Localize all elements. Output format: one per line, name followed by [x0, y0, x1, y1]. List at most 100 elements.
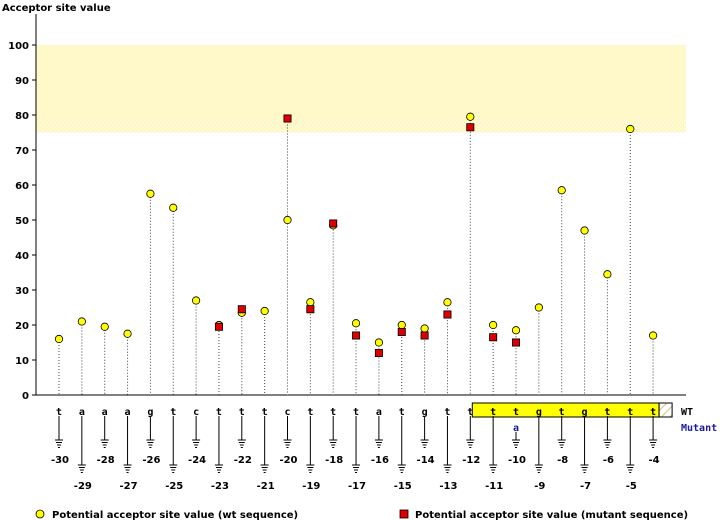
- legend-wt-marker: [35, 509, 45, 519]
- y-tick-label: 10: [15, 356, 29, 367]
- y-tick-label: 80: [15, 111, 29, 122]
- position-label: -28: [97, 455, 115, 466]
- wt-base: t: [239, 407, 245, 418]
- wt-base: g: [422, 407, 428, 418]
- wt-base: t: [513, 407, 519, 418]
- wt-point: [397, 320, 406, 330]
- mutant-row-label: Mutant: [681, 423, 717, 434]
- mutant-series: [214, 114, 521, 357]
- position-label: -12: [462, 455, 480, 466]
- mutant-point: [329, 219, 338, 228]
- wt-point: [146, 189, 155, 198]
- wt-base: t: [399, 407, 405, 418]
- wt-base: t: [170, 407, 176, 418]
- mutant-point: [443, 310, 452, 319]
- y-tick-label: 60: [15, 181, 29, 192]
- wt-point: [100, 322, 109, 331]
- wt-base: a: [125, 407, 131, 418]
- wt-point: [260, 306, 269, 316]
- wt-point: [123, 329, 132, 338]
- position-label: -5: [626, 481, 637, 492]
- wt-point: [169, 203, 178, 212]
- wt-base: a: [376, 407, 382, 418]
- wt-point: [192, 296, 201, 305]
- wt-point: [466, 112, 475, 121]
- legend-wt-label: Potential acceptor site value (wt sequen…: [52, 510, 298, 520]
- wt-point: [283, 215, 292, 225]
- wt-base: g: [582, 407, 588, 418]
- wt-base: c: [193, 407, 199, 418]
- y-tick-label: 50: [15, 216, 29, 227]
- wt-point: [77, 317, 86, 326]
- wt-point: [511, 326, 521, 335]
- y-tick-label: 90: [15, 76, 29, 87]
- position-label: -29: [74, 481, 92, 492]
- position-label: -15: [394, 481, 412, 492]
- position-label: -11: [485, 481, 503, 492]
- position-label: -24: [188, 455, 206, 466]
- mutant-point: [512, 338, 521, 347]
- wt-base: t: [262, 407, 268, 418]
- y-tick-label: 0: [22, 391, 29, 402]
- wt-point: [489, 320, 498, 330]
- mutant-point: [237, 305, 246, 314]
- wt-point: [54, 334, 64, 344]
- y-tick-label: 70: [15, 146, 29, 157]
- wt-point: [603, 270, 612, 279]
- position-label: -27: [120, 481, 138, 492]
- mutant-point: [397, 327, 406, 336]
- mutant-point: [352, 331, 361, 340]
- wt-point: [374, 338, 383, 347]
- position-label: -9: [534, 481, 545, 492]
- position-label: -18: [325, 455, 343, 466]
- mutant-point: [214, 322, 223, 331]
- wt-point: [534, 303, 543, 312]
- mutation-window-end: [658, 402, 673, 418]
- position-label: -30: [51, 455, 69, 466]
- position-label: -25: [165, 481, 183, 492]
- mutant-point: [374, 348, 383, 357]
- y-tick-label: 20: [15, 321, 29, 332]
- wt-base: t: [627, 407, 633, 418]
- wt-series: [54, 112, 658, 347]
- position-label: -26: [142, 455, 160, 466]
- position-label: -13: [439, 481, 457, 492]
- y-tick-label: 40: [15, 251, 29, 262]
- y-axis: 0 10 20 30 40 50 60 70 80 90 100: [8, 14, 686, 402]
- wt-base: t: [56, 407, 62, 418]
- highlight-band-fade: [36, 115, 686, 133]
- wt-point: [626, 124, 635, 134]
- wt-base: t: [216, 407, 222, 418]
- wt-point: [557, 186, 566, 195]
- wt-base: t: [604, 407, 610, 418]
- wt-point: [580, 226, 589, 235]
- position-label: -10: [508, 455, 526, 466]
- mutant-point: [420, 331, 429, 340]
- wt-base: g: [147, 407, 153, 418]
- mutant-point: [306, 305, 315, 314]
- wt-base: c: [284, 407, 290, 418]
- legend-mutant-marker: [399, 509, 409, 519]
- wt-base: t: [307, 407, 313, 418]
- position-label: -20: [279, 455, 297, 466]
- wt-point: [420, 324, 429, 333]
- wt-base: g: [536, 407, 542, 418]
- position-label: -6: [603, 455, 614, 466]
- position-label: -16: [371, 455, 389, 466]
- mutant-base: a: [513, 423, 519, 434]
- position-label: -7: [580, 481, 591, 492]
- wt-point: [648, 331, 658, 340]
- wt-base: a: [79, 407, 85, 418]
- legend: Potential acceptor site value (wt sequen…: [35, 509, 688, 520]
- wt-base: t: [559, 407, 565, 418]
- position-label: -19: [302, 481, 320, 492]
- wt-row-label: WT: [681, 407, 693, 418]
- wt-base: t: [650, 407, 656, 418]
- stems: [58, 116, 654, 395]
- mutant-point: [283, 114, 292, 123]
- wt-base: t: [444, 407, 450, 418]
- y-tick-label: 30: [15, 286, 29, 297]
- wt-base: t: [330, 407, 336, 418]
